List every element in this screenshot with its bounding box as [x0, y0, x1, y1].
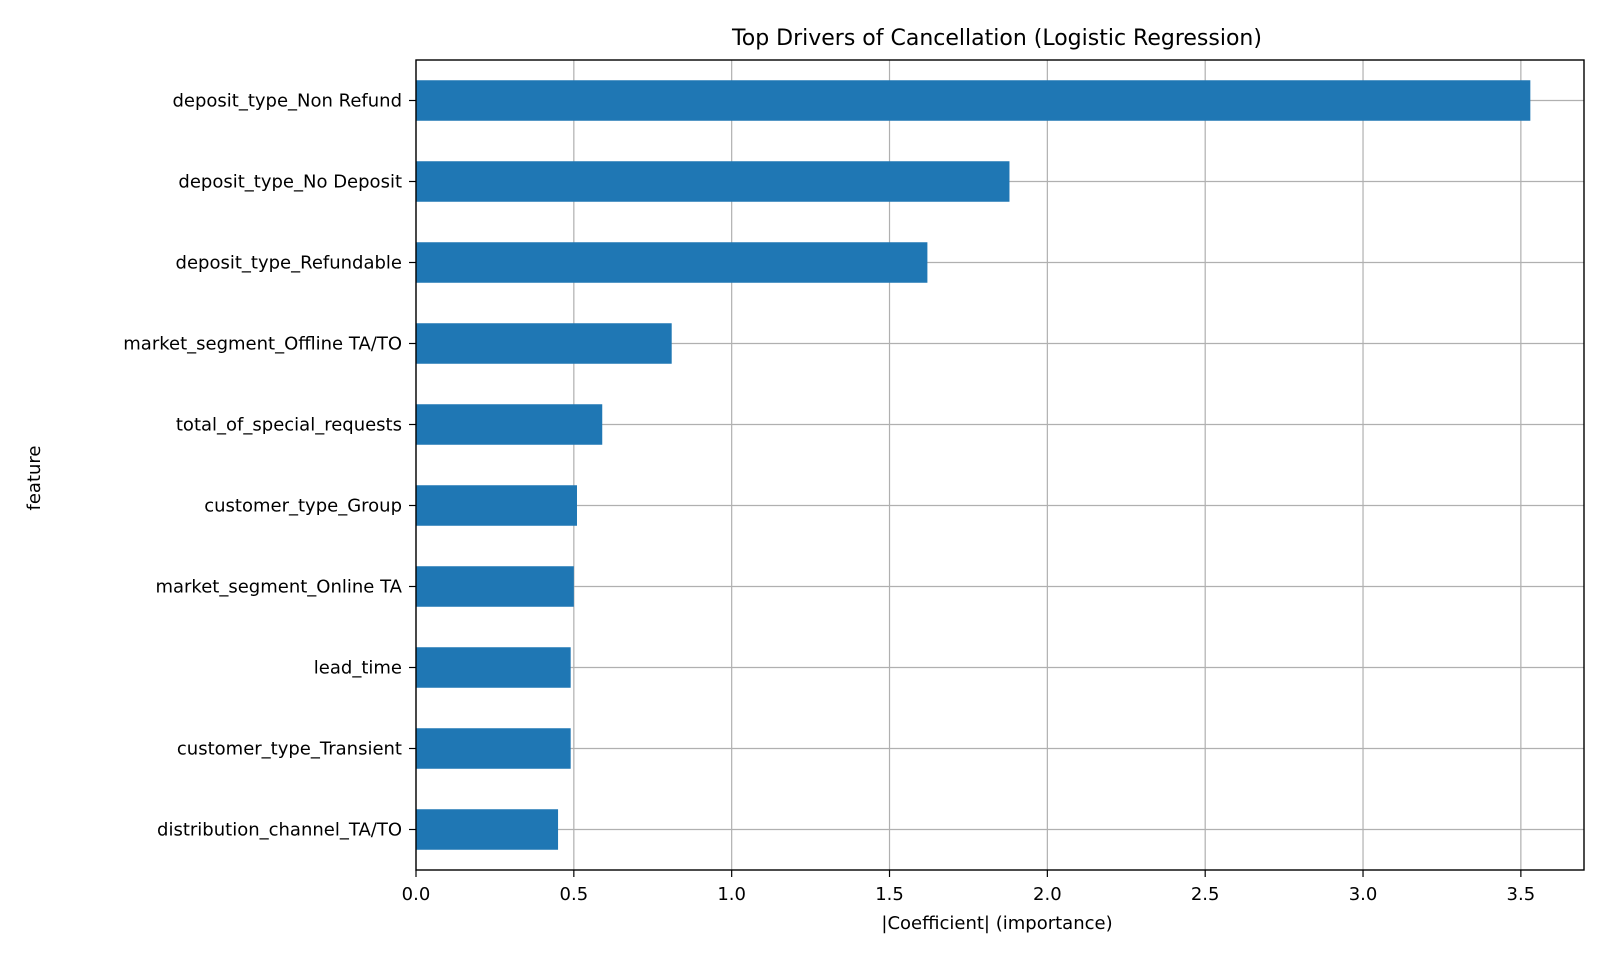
- bar-deposit-type-non-refund: [416, 80, 1531, 121]
- bar-distribution-channel-ta-to: [416, 809, 559, 850]
- bar-customer-type-transient: [416, 728, 571, 769]
- x-tick-label: 3.0: [1349, 884, 1378, 905]
- tick-labels: 0.0 0.5 1.0 1.5 2.0 2.5 3.0 3.5 deposit_type_Non…: [123, 91, 1535, 906]
- y-tick-label: market_segment_Online TA: [155, 577, 402, 598]
- x-tick-label: 1.0: [717, 884, 746, 905]
- bar-lead-time: [416, 647, 571, 688]
- x-tick-label: 2.0: [1033, 884, 1062, 905]
- bar-market-segment-offline-ta-to: [416, 323, 672, 364]
- y-tick-label: customer_type_Group: [204, 496, 402, 517]
- plot-frame: [415, 59, 1585, 871]
- bar-deposit-type-no-deposit: [416, 161, 1010, 202]
- x-tick-label: 3.5: [1507, 884, 1536, 905]
- bar-market-segment-online-ta: [416, 566, 574, 607]
- y-tick-label: lead_time: [314, 658, 402, 679]
- x-tick-label: 0.5: [560, 884, 589, 905]
- y-tick-label: deposit_type_No Deposit: [178, 172, 402, 193]
- chart-title: Top Drivers of Cancellation (Logistic Re…: [731, 26, 1262, 51]
- y-tick-label: customer_type_Transient: [177, 739, 402, 760]
- bars: [416, 80, 1531, 850]
- x-axis-label: |Coefficient| (importance): [881, 913, 1112, 934]
- x-tick-label: 2.5: [1191, 884, 1220, 905]
- y-tick-label: deposit_type_Refundable: [176, 253, 402, 274]
- y-tick-label: market_segment_Offline TA/TO: [123, 334, 402, 355]
- x-tick-label: 0.0: [402, 884, 431, 905]
- y-tick-label: distribution_channel_TA/TO: [157, 820, 402, 841]
- bar-customer-type-group: [416, 485, 577, 526]
- x-tick-label: 1.5: [875, 884, 904, 905]
- y-axis-label: feature: [24, 446, 45, 511]
- bar-deposit-type-refundable: [416, 242, 928, 283]
- axes: [409, 59, 1585, 877]
- y-tick-label: total_of_special_requests: [176, 415, 402, 436]
- y-tick-label: deposit_type_Non Refund: [172, 91, 402, 112]
- bar-total-of-special-requests: [416, 404, 603, 445]
